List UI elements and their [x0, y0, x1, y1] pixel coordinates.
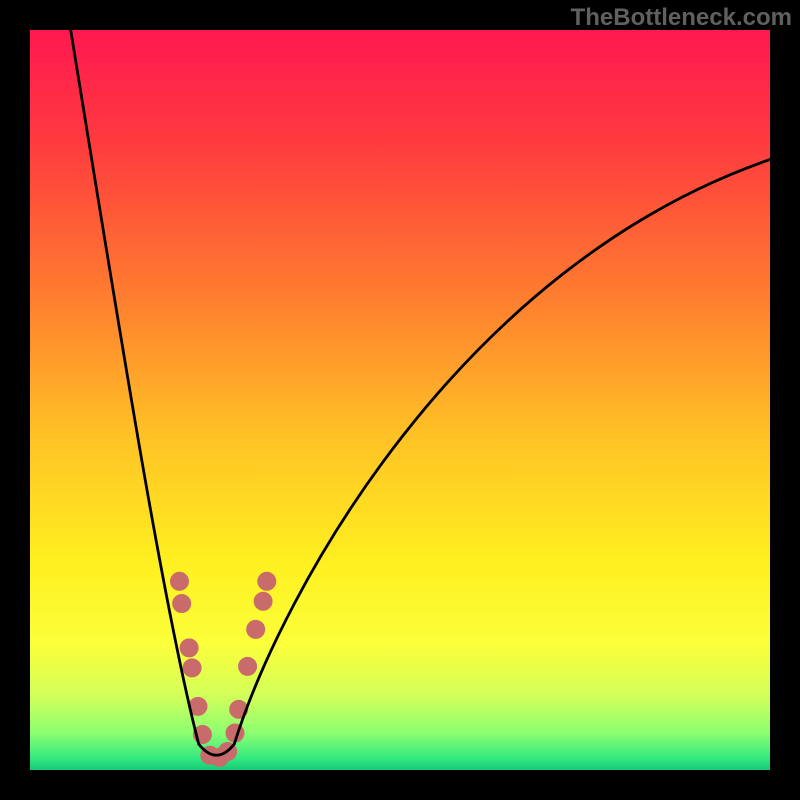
data-marker	[258, 572, 276, 590]
data-marker	[170, 572, 188, 590]
plot-area	[30, 30, 770, 770]
data-marker	[173, 595, 191, 613]
data-marker	[239, 657, 257, 675]
curve-line	[71, 30, 770, 755]
data-marker	[183, 659, 201, 677]
data-marker	[254, 592, 272, 610]
data-marker	[180, 639, 198, 657]
data-markers	[170, 572, 275, 766]
bottleneck-curve	[30, 30, 770, 770]
watermark-text: TheBottleneck.com	[571, 4, 792, 32]
chart-frame: TheBottleneck.com	[0, 0, 800, 800]
data-marker	[247, 620, 265, 638]
